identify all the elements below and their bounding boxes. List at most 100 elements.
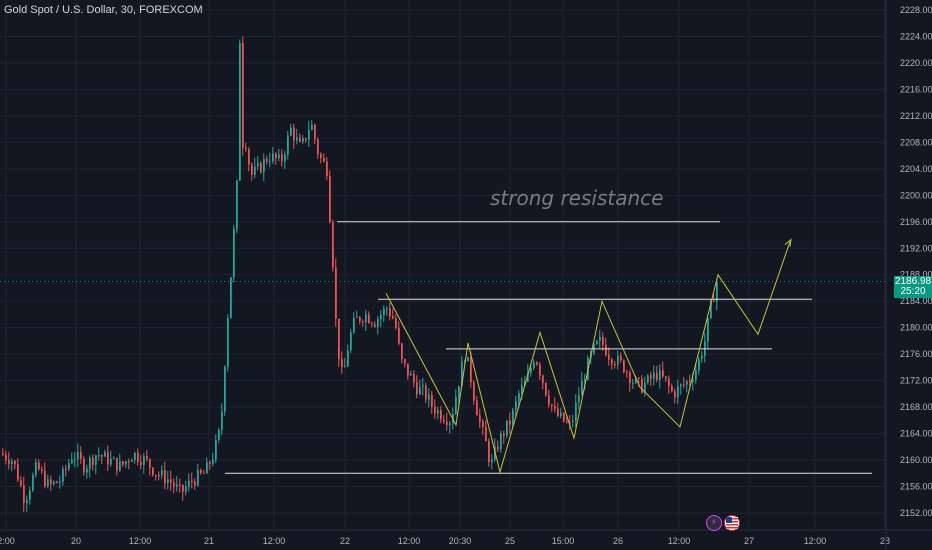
candle-body bbox=[407, 363, 409, 376]
candle-body bbox=[605, 344, 607, 356]
candle-body bbox=[293, 127, 295, 141]
candle-body bbox=[410, 374, 412, 376]
candle-body bbox=[485, 427, 487, 442]
last-price-value: 2186.98 bbox=[894, 276, 932, 287]
candle-body bbox=[284, 154, 286, 162]
candle-body bbox=[8, 459, 10, 464]
x-tick-label: 25 bbox=[505, 536, 515, 546]
candle-body bbox=[386, 308, 388, 310]
candle-body bbox=[533, 362, 535, 368]
candle-body bbox=[458, 385, 460, 398]
candle-body bbox=[572, 420, 574, 422]
candle-body bbox=[359, 317, 361, 322]
candle-body bbox=[332, 222, 334, 268]
candle-body bbox=[599, 336, 601, 341]
candle-body bbox=[206, 462, 208, 474]
candle-body bbox=[521, 385, 523, 393]
candle-body bbox=[503, 433, 505, 436]
candle-body bbox=[395, 318, 397, 328]
candle-body bbox=[50, 479, 52, 484]
x-tick-label: 28 bbox=[880, 536, 890, 546]
candle-body bbox=[635, 377, 637, 383]
candle-body bbox=[662, 370, 664, 377]
candle-body bbox=[110, 458, 112, 465]
candle-body bbox=[557, 408, 559, 417]
candle-body bbox=[500, 433, 502, 450]
candle-body bbox=[236, 180, 238, 230]
y-tick-label: 2224.00 bbox=[900, 31, 932, 41]
us-flag-icon[interactable] bbox=[724, 515, 740, 531]
candle-body bbox=[197, 470, 199, 486]
bar-countdown: 25:20 bbox=[900, 286, 926, 297]
lightning-icon[interactable]: ⚡ bbox=[706, 515, 722, 531]
candle-body bbox=[539, 364, 541, 376]
candle-body bbox=[620, 355, 622, 361]
candle-body bbox=[344, 366, 346, 368]
candle-body bbox=[158, 475, 160, 477]
candle-body bbox=[248, 149, 250, 165]
y-tick-label: 2208.00 bbox=[900, 137, 932, 147]
candle-body bbox=[134, 452, 136, 460]
candle-body bbox=[281, 154, 283, 162]
y-tick-label: 2200.00 bbox=[900, 190, 932, 200]
candle-body bbox=[11, 460, 13, 464]
candle-body bbox=[227, 318, 229, 367]
candle-body bbox=[632, 382, 634, 384]
candle-body bbox=[446, 421, 448, 425]
candle-body bbox=[305, 138, 307, 140]
candle-body bbox=[542, 375, 544, 383]
candle-body bbox=[626, 372, 628, 374]
candle-body bbox=[479, 415, 481, 422]
candle-body bbox=[230, 277, 232, 319]
candle-body bbox=[14, 460, 16, 465]
x-tick-label: 12:00 bbox=[804, 536, 827, 546]
candle-body bbox=[302, 138, 304, 142]
candle-body bbox=[203, 472, 205, 474]
candle-body bbox=[179, 484, 181, 486]
candle-body bbox=[449, 423, 451, 425]
y-tick-label: 2192.00 bbox=[900, 243, 932, 253]
candle-body bbox=[263, 158, 265, 173]
candle-body bbox=[266, 158, 268, 162]
candle-body bbox=[23, 485, 25, 504]
candle-body bbox=[80, 452, 82, 459]
candle-body bbox=[476, 400, 478, 416]
candle-body bbox=[638, 377, 640, 379]
candle-body bbox=[671, 386, 673, 392]
candle-body bbox=[77, 452, 79, 459]
candle-body bbox=[617, 355, 619, 365]
y-tick-label: 2184.00 bbox=[900, 296, 932, 306]
candle-body bbox=[578, 395, 580, 403]
candle-body bbox=[272, 153, 274, 162]
candle-body bbox=[251, 164, 253, 175]
candle-body bbox=[377, 319, 379, 327]
candle-body bbox=[518, 392, 520, 401]
candle-body bbox=[245, 147, 247, 150]
candle-body bbox=[62, 468, 64, 482]
candle-body bbox=[560, 412, 562, 417]
candle-body bbox=[602, 336, 604, 345]
candle-body bbox=[17, 464, 19, 481]
candle-body bbox=[461, 362, 463, 386]
candle-body bbox=[131, 459, 133, 462]
candle-body bbox=[299, 137, 301, 142]
candle-body bbox=[674, 391, 676, 398]
candle-body bbox=[695, 370, 697, 380]
candle-body bbox=[512, 409, 514, 425]
candle-body bbox=[317, 139, 319, 155]
x-tick-label: 15:00 bbox=[552, 536, 575, 546]
candle-body bbox=[98, 455, 100, 457]
candle-body bbox=[5, 454, 7, 460]
candle-body bbox=[416, 382, 418, 395]
candle-body bbox=[128, 461, 130, 463]
candle-body bbox=[647, 375, 649, 383]
candle-body bbox=[212, 459, 214, 464]
candle-body bbox=[680, 384, 682, 387]
y-tick-label: 2164.00 bbox=[900, 429, 932, 439]
candle-body bbox=[656, 372, 658, 380]
candle-body bbox=[554, 406, 556, 409]
candle-body bbox=[350, 332, 352, 351]
candle-body bbox=[221, 411, 223, 430]
candle-body bbox=[710, 300, 712, 319]
